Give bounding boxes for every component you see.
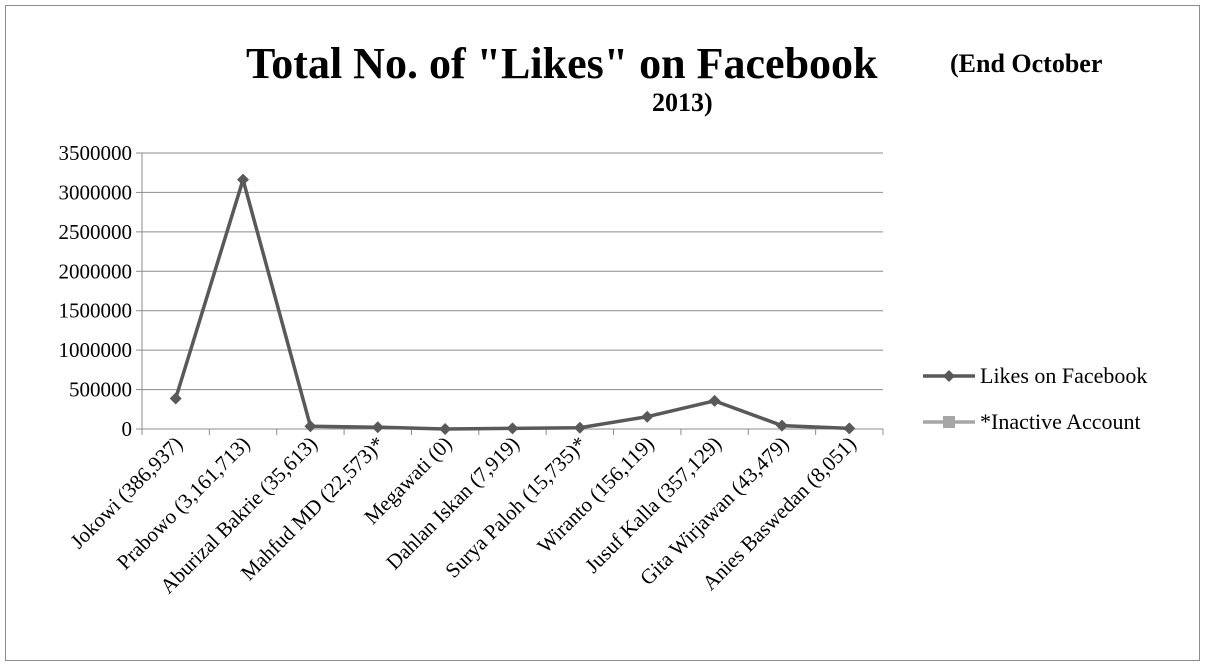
y-tick-label: 2500000 [59, 220, 133, 244]
y-tick-label: 500000 [69, 378, 132, 402]
data-point [641, 410, 654, 423]
chart-title: Total No. of "Likes" on Facebook [246, 39, 878, 88]
legend: Likes on Facebook *Inactive Account [923, 363, 1147, 434]
y-tick-label: 3000000 [59, 180, 133, 204]
data-point [304, 420, 317, 433]
legend-label: *Inactive Account [980, 409, 1141, 434]
data-point [573, 421, 586, 434]
series-layer [169, 173, 856, 435]
chart-frame: Total No. of "Likes" on Facebook (End Oc… [5, 5, 1200, 661]
axes [141, 153, 883, 430]
y-tick-label: 1000000 [59, 338, 133, 362]
y-axis-ticks: 0 500000 1000000 1500000 2000000 2500000 30000… [59, 141, 142, 441]
data-point [371, 421, 384, 434]
y-tick-label: 1500000 [59, 299, 133, 323]
y-tick-label: 3500000 [59, 141, 133, 165]
legend-label: Likes on Facebook [980, 363, 1147, 388]
chart-subtitle-line2: 2013) [652, 88, 713, 117]
data-point [708, 394, 721, 407]
legend-marker-diamond [943, 370, 955, 382]
data-point [169, 392, 182, 405]
x-tick-label: Wiranto (156,119) [532, 432, 658, 558]
gridlines [142, 152, 883, 391]
x-axis-ticks: Jokowi (386,937)Prabowo (3,161,713)Aburi… [65, 429, 884, 598]
line-chart: Total No. of "Likes" on Facebook (End Oc… [59, 39, 1148, 598]
x-tick-label: Jokowi (386,937) [65, 432, 187, 554]
y-tick-label: 0 [122, 417, 133, 441]
data-point [439, 423, 452, 435]
data-point [775, 419, 788, 432]
data-point [506, 422, 519, 435]
data-point [237, 173, 250, 186]
y-tick-label: 2000000 [59, 259, 133, 283]
legend-marker-square [943, 416, 955, 428]
data-point [843, 422, 856, 435]
chart-subtitle-line1: (End October [950, 49, 1102, 78]
series-line [174, 177, 850, 431]
